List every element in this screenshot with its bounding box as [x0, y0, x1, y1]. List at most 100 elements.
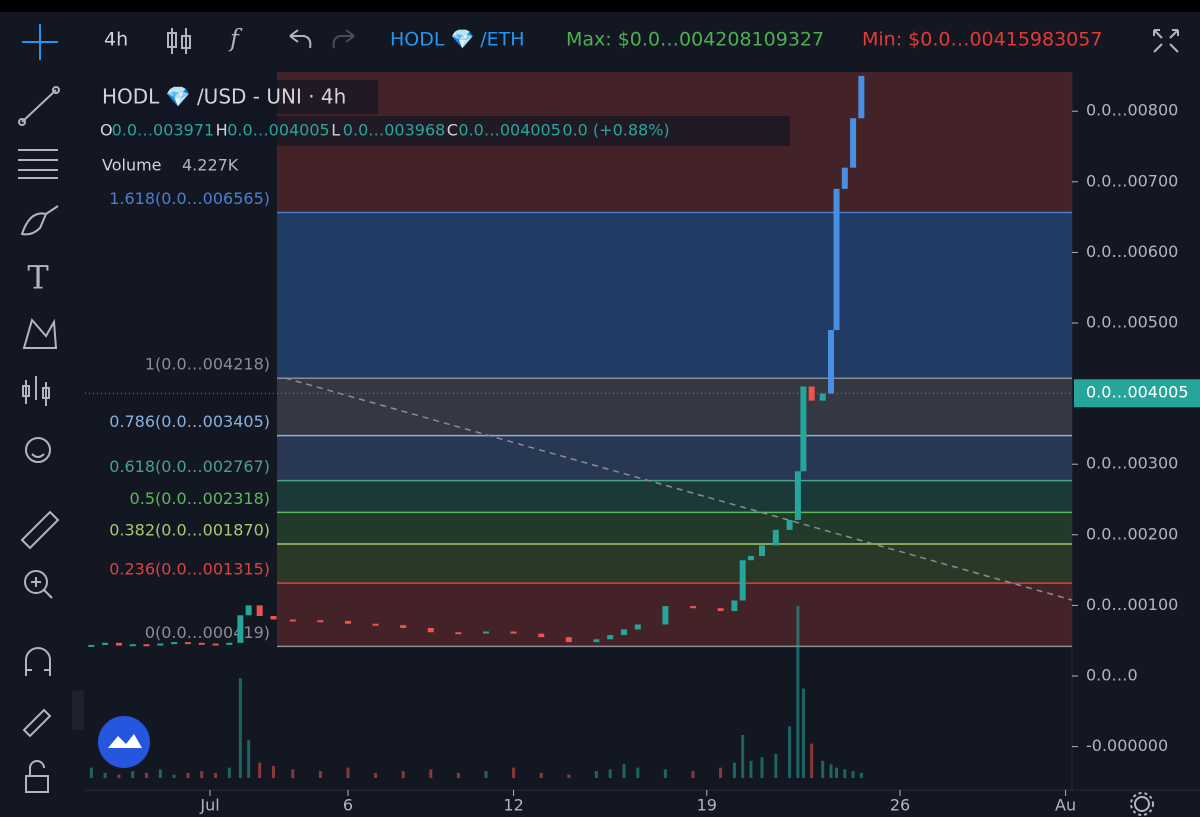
candle — [565, 637, 572, 643]
unlock[interactable] — [25, 760, 49, 793]
legend-bg — [96, 80, 378, 114]
x-tick-label: 6 — [343, 796, 353, 815]
fib-zone — [277, 583, 1072, 647]
volume-bar — [227, 767, 231, 778]
trend-line[interactable] — [18, 86, 60, 126]
volume-bar — [89, 767, 93, 778]
volume-bar — [512, 767, 516, 778]
max-price: Max: $0.0…004208109327 — [566, 29, 824, 51]
legend-title: HODL 💎 /USD - UNI · 4h — [102, 85, 346, 109]
volume-bar — [636, 767, 640, 778]
candle — [786, 519, 793, 530]
pattern[interactable] — [22, 317, 58, 349]
fib-tool[interactable] — [18, 149, 58, 179]
fib-zone — [277, 543, 1072, 584]
x-tick-label: 26 — [890, 796, 910, 815]
min-price: Min: $0.0…00415983057 — [862, 29, 1102, 51]
candle — [455, 632, 462, 635]
volume-bar — [374, 772, 378, 778]
volume-label: Volume — [102, 156, 162, 175]
crosshair[interactable] — [22, 24, 58, 60]
collapse[interactable] — [72, 690, 84, 730]
y-tick-label: 0.0…00600 — [1086, 242, 1178, 261]
candle — [427, 627, 434, 633]
magnet[interactable] — [25, 647, 51, 676]
volume-bar — [131, 771, 135, 778]
volume-bar — [214, 772, 218, 778]
chart-style[interactable] — [167, 28, 191, 54]
volume-bar — [788, 726, 792, 778]
fib-zone — [277, 512, 1072, 544]
lock-drawing[interactable] — [22, 708, 52, 738]
ohlc-bg — [96, 116, 790, 146]
settings[interactable] — [1130, 792, 1154, 816]
ruler[interactable] — [20, 510, 60, 550]
fib-label: 1.618(0.0…006565) — [109, 189, 270, 208]
interval[interactable]: 4h — [104, 29, 128, 51]
emoji[interactable] — [25, 437, 51, 463]
volume-bar — [247, 740, 251, 778]
volume-value: 4.227K — [182, 156, 239, 175]
ohlc-key: C — [447, 121, 458, 140]
redo[interactable] — [332, 29, 355, 49]
candle — [317, 620, 324, 623]
volume-bar — [835, 767, 839, 778]
volume-bar — [103, 772, 107, 778]
undo[interactable] — [289, 29, 312, 49]
fib-label: 0.618(0.0…002767) — [109, 457, 270, 476]
volume-bar — [539, 772, 543, 778]
candle — [400, 625, 407, 628]
y-tick-label: -0.000000 — [1086, 736, 1168, 755]
fib-zone — [277, 480, 1072, 513]
volume-bar — [741, 735, 745, 778]
ohlc-value: 0.0…003968 — [343, 121, 446, 140]
text-tool-icon[interactable]: T — [27, 259, 49, 297]
x-tick-label: Jul — [199, 796, 219, 815]
zoom[interactable] — [24, 570, 53, 599]
volume-bar — [594, 771, 598, 778]
candle — [256, 605, 263, 616]
candle — [759, 545, 765, 556]
volume-bar — [732, 762, 736, 778]
candle — [171, 642, 178, 645]
candle — [212, 643, 219, 646]
volume-bar — [172, 774, 176, 778]
candle — [237, 615, 244, 643]
candle — [289, 619, 296, 622]
ohlc: O 0.0…003971 H 0.0…004005 L 0.0…003968 C 0.0…00… — [100, 121, 670, 140]
volume-bar — [145, 772, 149, 778]
compare-symbol[interactable]: HODL 💎 /ETH — [390, 29, 525, 51]
candle — [129, 644, 136, 647]
brush[interactable] — [20, 205, 59, 236]
left-toolbar: T — [18, 24, 84, 793]
fib-zone — [277, 212, 1072, 379]
trend-line — [284, 377, 1073, 601]
volume-bar — [843, 769, 847, 778]
volume-bar — [663, 769, 667, 778]
prediction[interactable] — [22, 376, 50, 406]
candle — [198, 642, 205, 645]
volume-bar — [851, 771, 855, 778]
candle — [747, 555, 754, 561]
price-tag — [1074, 379, 1200, 408]
volume-bar — [749, 760, 753, 778]
ohlc-value: 0.0…004005 — [227, 121, 330, 140]
volume-bar — [200, 771, 204, 778]
fullscreen[interactable] — [1153, 29, 1179, 53]
volume-bar — [608, 769, 612, 778]
y-tick-label: 0.0…00300 — [1086, 454, 1178, 473]
candle — [850, 118, 857, 168]
candle — [88, 644, 95, 647]
candle — [245, 605, 252, 616]
volume-bar — [271, 765, 275, 778]
x-tick-label: 12 — [503, 796, 523, 815]
ohlc-change: 0.0 (+0.88%) — [562, 121, 669, 140]
candle — [690, 606, 696, 609]
candle — [345, 620, 351, 624]
candle — [483, 631, 489, 634]
fib-label: 0.786(0.0…003405) — [109, 412, 270, 431]
volume-bar — [796, 606, 800, 778]
volume-bar — [821, 760, 825, 778]
candle — [800, 386, 807, 472]
